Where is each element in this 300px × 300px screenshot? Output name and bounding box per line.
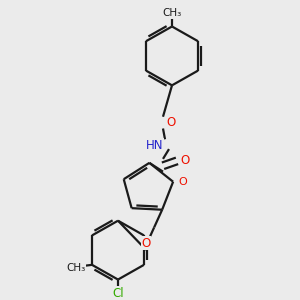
Text: O: O <box>142 237 151 250</box>
Text: CH₃: CH₃ <box>162 8 182 18</box>
Text: Cl: Cl <box>112 287 124 300</box>
Text: HN: HN <box>146 139 164 152</box>
Text: O: O <box>167 116 176 129</box>
Text: O: O <box>180 154 190 167</box>
Text: O: O <box>179 177 188 187</box>
Text: CH₃: CH₃ <box>66 263 85 273</box>
